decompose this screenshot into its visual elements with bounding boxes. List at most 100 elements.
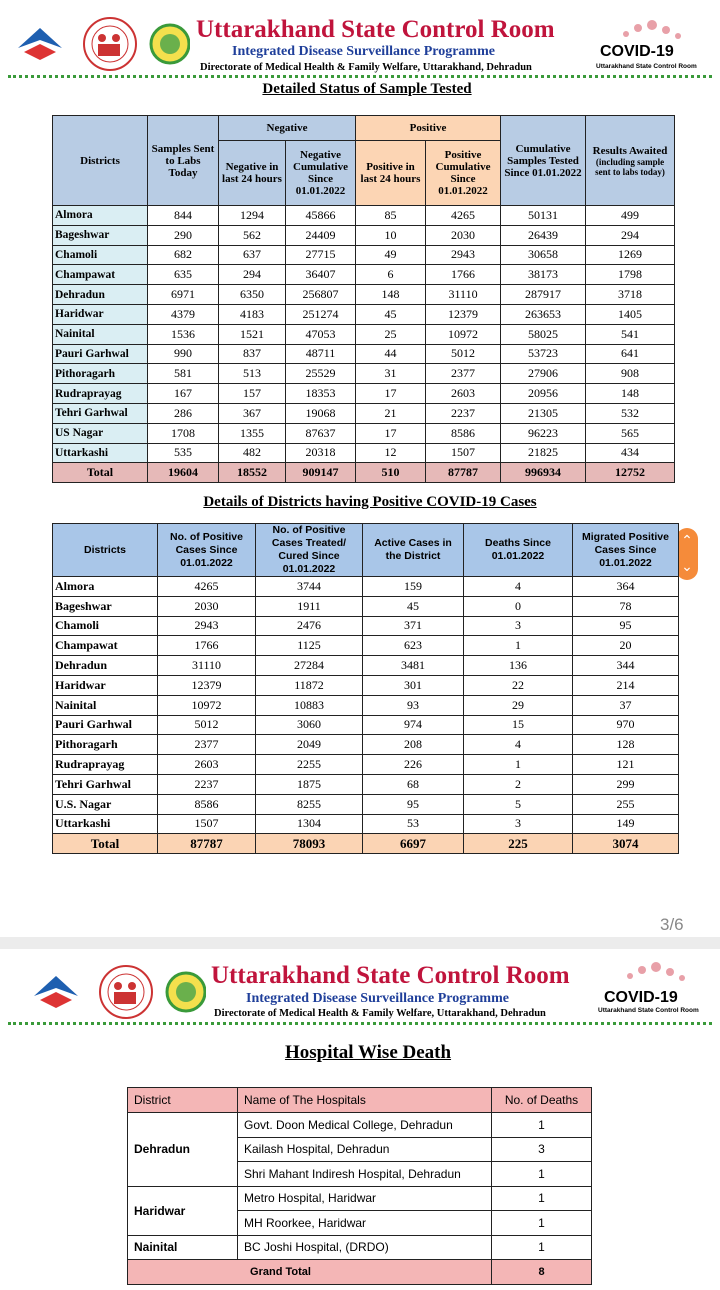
cell: 96223: [500, 422, 587, 444]
cell: 2237: [157, 773, 256, 795]
cell: 27906: [500, 363, 587, 385]
district-cell: Nainital: [127, 1234, 238, 1260]
cell: 3060: [255, 714, 363, 736]
cell: 581: [147, 363, 219, 385]
total-label: Grand Total: [127, 1259, 492, 1285]
cell: 87637: [285, 422, 356, 444]
cell: 499: [585, 205, 676, 226]
cell: 18353: [285, 383, 356, 404]
cell: 2943: [157, 615, 256, 637]
cell: 25: [355, 323, 426, 345]
cell: 15: [463, 714, 573, 736]
table-row: Nainital BC Joshi Hospital, (DRDO) 1: [127, 1234, 592, 1260]
cell: 20318: [285, 442, 356, 464]
cell: 11872: [255, 674, 363, 696]
cell: 148: [355, 284, 426, 305]
cell: 2377: [424, 363, 502, 385]
table: Districts No. of Positive Cases Since 01.…: [52, 523, 679, 855]
header-title: Uttarakhand State Control Room: [211, 962, 570, 989]
total-cell: 3074: [572, 833, 679, 855]
hospital-cell: Kailash Hospital, Dehradun: [237, 1136, 492, 1162]
cell: 0: [463, 595, 573, 617]
cell: 10: [355, 224, 426, 246]
cell: 149: [572, 813, 679, 835]
scroll-up[interactable]: ⌃: [676, 528, 698, 554]
total-cell: 909147: [285, 462, 356, 484]
column-header: Results Awaited (including sample sent to…: [585, 115, 676, 206]
cell: 78: [572, 595, 679, 617]
table-row: Tehri Garhwal 2237 1875 68 2 299: [52, 773, 679, 795]
cell: 290: [147, 224, 219, 246]
column-note: (including sample sent to labs today): [595, 156, 665, 177]
cell: 513: [218, 363, 286, 385]
cell: 45: [355, 303, 426, 325]
table-row: Pauri Garhwal 990 837 48711 44 5012 53723 641: [52, 343, 676, 365]
cell: 2049: [255, 734, 363, 756]
cell: 17: [355, 383, 426, 404]
district-cell: Dehradun: [52, 655, 158, 676]
table-row: Tehri Garhwal 286 367 19068 21 2237 21305 532: [52, 402, 676, 424]
district-cell: Rudraprayag: [52, 754, 158, 775]
logos: [34, 965, 206, 1019]
cell: 4265: [157, 576, 256, 597]
total-cell: 87787: [157, 833, 256, 855]
table-row: Pauri Garhwal 5012 3060 974 15 970: [52, 714, 679, 736]
column-header: Active Cases in the District: [362, 523, 464, 577]
divider: [8, 1022, 712, 1025]
cell: 8586: [157, 793, 256, 815]
total-cell: 78093: [255, 833, 363, 855]
cell: 434: [585, 442, 676, 464]
deaths-cell: 1: [491, 1234, 592, 1260]
cell: 2030: [157, 595, 256, 617]
section-title: Details of Districts having Positive COV…: [203, 494, 537, 510]
column-label: Results Awaited: [592, 144, 668, 157]
table-row: US Nagar 1708 1355 87637 17 8586 96223 565: [52, 422, 676, 444]
header-directorate: Directorate of Medical Health & Family W…: [200, 62, 532, 73]
district-cell: Champawat: [52, 264, 148, 286]
cell: 159: [362, 576, 464, 597]
cell: 1405: [585, 303, 676, 325]
column-header: Cumulative Samples Tested Since 01.01.20…: [500, 115, 587, 206]
column-header: Deaths Since 01.01.2022: [463, 523, 573, 577]
total-cell: 225: [463, 833, 573, 855]
table-row: Chamoli 2943 2476 371 3 95: [52, 615, 679, 637]
table-row: U.S. Nagar 8586 8255 95 5 255: [52, 793, 679, 815]
column-header: Negative Cumulative Since 01.01.2022: [285, 140, 356, 206]
cell: 45866: [285, 205, 356, 226]
district-cell: Bageshwar: [52, 595, 158, 617]
column-header: Negative in last 24 hours: [218, 140, 286, 206]
cell: 1766: [424, 264, 502, 286]
cell: 10883: [255, 694, 363, 716]
cell: 623: [362, 635, 464, 657]
cell: 2255: [255, 754, 363, 775]
hospital-cell: Govt. Doon Medical College, Dehradun: [237, 1112, 492, 1138]
header-subtitle: Integrated Disease Surveillance Programm…: [246, 991, 509, 1006]
column-header: Name of The Hospitals: [237, 1087, 492, 1113]
total-cell: 8: [491, 1259, 592, 1285]
cell: 20: [572, 635, 679, 657]
table-row: Nainital 10972 10883 93 29 37: [52, 694, 679, 716]
column-header: District: [127, 1087, 238, 1113]
scroll-down[interactable]: ⌄: [676, 554, 698, 580]
cell: 5012: [157, 714, 256, 736]
table-row: Pithoragarh 581 513 25529 31 2377 27906 908: [52, 363, 676, 385]
cell: 344: [572, 655, 679, 676]
section-title: Detailed Status of Sample Tested: [262, 81, 472, 97]
cell: 301: [362, 674, 464, 696]
column-header: Districts: [52, 523, 158, 577]
cell: 53: [362, 813, 464, 835]
cell: 49: [355, 244, 426, 266]
cell: 4: [463, 576, 573, 597]
table-row: Champawat 1766 1125 623 1 20: [52, 635, 679, 657]
cell: 121: [572, 754, 679, 775]
district-cell: Uttarkashi: [52, 813, 158, 835]
district-cell: Almora: [52, 576, 158, 597]
logos: [18, 17, 190, 71]
hospital-cell: Metro Hospital, Haridwar: [237, 1185, 492, 1211]
hospital-cell: MH Roorkee, Haridwar: [237, 1210, 492, 1236]
page-gap: [0, 937, 720, 949]
table-row: Rudraprayag 2603 2255 226 1 121: [52, 754, 679, 775]
cell: 10972: [424, 323, 502, 345]
total-cell: 510: [355, 462, 426, 484]
cell: 1798: [585, 264, 676, 286]
